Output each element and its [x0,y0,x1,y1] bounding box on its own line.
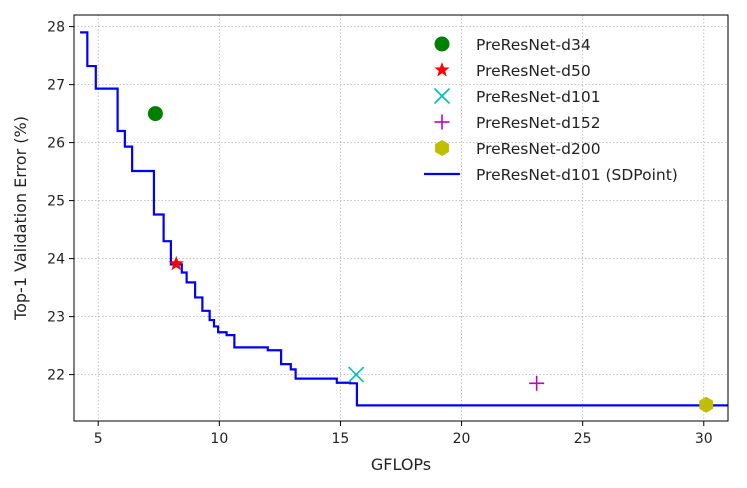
y-axis-ticks: 22 23 24 25 26 27 28 [47,20,74,384]
legend: PreResNet-d34 PreResNet-d50 PreResNet-d101… [424,36,678,184]
y-tick-label: 26 [47,136,65,152]
series-layer [80,31,728,413]
legend-label-preresnet-d101-sdpoint: PreResNet-d101 (SDPoint) [476,166,678,184]
point-preresnet-d101 [348,366,365,383]
x-tick-label: 30 [695,431,713,447]
series-line-preresnet-d101-sdpoint [80,31,728,407]
legend-marker-preresnet-d50 [434,62,450,77]
y-tick-label: 28 [47,20,65,36]
legend-label-preresnet-d34: PreResNet-d34 [476,36,591,54]
x-tick-label: 15 [332,431,350,447]
y-tick-label: 25 [47,194,65,210]
legend-marker-preresnet-d101-stroke [433,87,451,105]
x-axis-ticks: 5 10 15 20 25 30 [94,421,713,447]
legend-label-preresnet-d200: PreResNet-d200 [476,140,601,158]
legend-label-preresnet-d101: PreResNet-d101 [476,88,601,106]
point-preresnet-d200 [699,396,714,413]
point-preresnet-d101-stroke [348,366,365,383]
y-tick-label: 27 [47,78,65,94]
legend-label-preresnet-d50: PreResNet-d50 [476,62,591,80]
point-preresnet-d50 [168,255,184,271]
x-tick-label: 5 [94,431,103,447]
point-preresnet-d152 [529,375,545,391]
x-tick-label: 10 [210,431,228,447]
legend-marker-preresnet-d200 [435,140,449,156]
legend-marker-preresnet-d101 [433,87,451,105]
legend-label-preresnet-d152: PreResNet-d152 [476,114,601,132]
y-axis-label: Top-1 Validation Error (%) [11,116,30,321]
grid [74,15,728,421]
y-tick-label: 24 [47,252,65,268]
y-tick-label: 22 [47,368,65,384]
point-preresnet-d34 [147,106,163,122]
legend-marker-preresnet-d34 [434,36,450,52]
x-axis-label: GFLOPs [371,455,431,474]
legend-marker-preresnet-d152 [434,114,450,130]
x-tick-label: 25 [574,431,592,447]
plot-frame [73,14,729,422]
y-tick-label: 23 [47,310,65,326]
x-tick-label: 20 [453,431,471,447]
